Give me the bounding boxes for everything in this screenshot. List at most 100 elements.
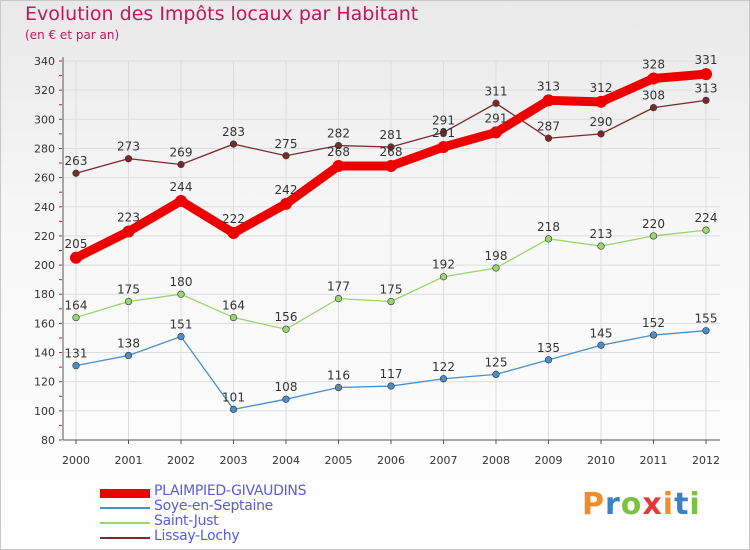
logo-letter: r — [605, 487, 621, 522]
data-label-saint-just: 164 — [65, 299, 88, 313]
legend-swatch — [100, 536, 150, 539]
x-tick-label: 2012 — [692, 454, 720, 467]
data-point-plaimpied-givaudins — [280, 197, 292, 210]
data-label-plaimpied-givaudins: 244 — [170, 180, 193, 194]
data-label-soye-en-septaine: 122 — [432, 360, 455, 374]
y-tick-label: 180 — [34, 288, 55, 301]
logo-letter: t — [674, 487, 690, 522]
data-label-saint-just: 175 — [117, 283, 140, 297]
y-tick-label: 340 — [34, 55, 55, 68]
data-label-plaimpied-givaudins: 328 — [642, 57, 665, 71]
data-point-lissay-lochy — [492, 99, 500, 107]
data-point-lissay-lochy — [282, 152, 290, 160]
data-label-soye-en-septaine: 155 — [695, 312, 718, 326]
data-point-soye-en-septaine — [229, 405, 238, 413]
data-point-lissay-lochy — [229, 140, 238, 148]
x-tick-label: 2000 — [62, 454, 90, 467]
data-label-saint-just: 220 — [642, 217, 665, 231]
chart-subtitle: (en € et par an) — [25, 28, 120, 42]
data-label-saint-just: 192 — [432, 258, 455, 272]
data-point-lissay-lochy — [649, 104, 658, 112]
data-point-plaimpied-givaudins — [542, 94, 555, 107]
data-point-soye-en-septaine — [597, 341, 605, 349]
x-tick-label: 2002 — [167, 454, 195, 467]
data-label-saint-just: 224 — [695, 211, 718, 225]
logo-letter: i — [662, 487, 675, 522]
x-tick-label: 2005 — [325, 454, 353, 467]
data-label-plaimpied-givaudins: 222 — [222, 212, 245, 226]
x-tick-label: 2008 — [482, 454, 510, 467]
data-point-soye-en-septaine — [124, 351, 133, 360]
x-tick-label: 2010 — [587, 454, 615, 467]
y-tick-label: 140 — [34, 347, 55, 360]
data-point-lissay-lochy — [597, 130, 605, 138]
data-label-lissay-lochy: 290 — [590, 115, 613, 129]
data-label-saint-just: 180 — [170, 275, 193, 289]
logo-letter: x — [642, 487, 663, 522]
data-point-saint-just — [124, 297, 133, 306]
data-point-plaimpied-givaudins — [332, 159, 345, 172]
data-point-lissay-lochy — [334, 141, 343, 150]
data-label-soye-en-septaine: 135 — [537, 341, 560, 355]
y-tick-label: 160 — [34, 317, 55, 330]
data-point-soye-en-septaine — [334, 383, 343, 392]
data-point-plaimpied-givaudins — [490, 126, 502, 139]
data-point-soye-en-septaine — [702, 327, 710, 335]
x-tick-label: 2009 — [535, 454, 563, 467]
y-tick-label: 100 — [34, 405, 55, 418]
data-label-soye-en-septaine: 108 — [275, 380, 298, 394]
data-label-plaimpied-givaudins: 291 — [485, 111, 508, 125]
y-tick-label: 260 — [34, 172, 55, 185]
data-point-soye-en-septaine — [544, 356, 553, 364]
data-label-lissay-lochy: 291 — [432, 113, 455, 127]
legend-swatch — [100, 488, 150, 498]
data-point-lissay-lochy — [124, 155, 133, 163]
data-label-plaimpied-givaudins: 223 — [117, 211, 140, 225]
data-point-soye-en-septaine — [387, 382, 395, 390]
data-label-lissay-lochy: 313 — [695, 81, 718, 95]
legend-label: Soye-en-Septaine — [154, 498, 273, 514]
data-point-saint-just — [439, 273, 448, 281]
legend-label: Saint-Just — [154, 513, 219, 529]
x-tick-label: 2006 — [377, 454, 405, 467]
data-point-saint-just — [229, 313, 238, 322]
data-label-soye-en-septaine: 125 — [485, 355, 508, 369]
data-label-saint-just: 198 — [485, 249, 508, 263]
data-point-lissay-lochy — [177, 160, 185, 169]
data-point-lissay-lochy — [72, 169, 80, 177]
data-label-lissay-lochy: 273 — [117, 140, 140, 154]
chart-title: Evolution des Impôts locaux par Habitant — [25, 3, 419, 25]
data-label-soye-en-septaine: 101 — [222, 390, 245, 404]
data-point-soye-en-septaine — [282, 395, 290, 403]
data-point-soye-en-septaine — [492, 370, 500, 379]
legend-swatch — [100, 521, 150, 524]
data-label-saint-just: 218 — [537, 220, 560, 234]
data-label-saint-just: 177 — [327, 280, 350, 294]
data-label-soye-en-septaine: 116 — [327, 369, 350, 383]
data-point-soye-en-septaine — [649, 331, 658, 339]
logo-letter: i — [689, 487, 701, 522]
data-label-soye-en-septaine: 117 — [380, 367, 403, 381]
y-tick-label: 80 — [41, 434, 55, 447]
data-point-plaimpied-givaudins — [175, 194, 187, 207]
data-label-plaimpied-givaudins: 242 — [275, 183, 298, 197]
data-label-soye-en-septaine: 152 — [642, 316, 665, 330]
data-label-plaimpied-givaudins: 312 — [590, 81, 613, 95]
proxiti-logo: Proxiti — [582, 487, 701, 522]
data-point-saint-just — [649, 232, 658, 240]
data-point-lissay-lochy — [387, 143, 395, 151]
data-label-lissay-lochy: 281 — [380, 128, 403, 142]
data-label-soye-en-septaine: 151 — [170, 318, 193, 332]
data-label-saint-just: 156 — [275, 310, 298, 324]
x-tick-label: 2003 — [220, 454, 248, 467]
data-label-lissay-lochy: 308 — [642, 89, 665, 103]
data-point-plaimpied-givaudins — [700, 68, 712, 81]
legend-swatch — [100, 506, 150, 509]
x-tick-label: 2011 — [640, 454, 668, 467]
data-point-lissay-lochy — [544, 134, 553, 142]
data-point-saint-just — [282, 325, 290, 333]
data-label-plaimpied-givaudins: 281 — [432, 126, 455, 140]
data-point-saint-just — [177, 290, 185, 298]
x-tick-label: 2004 — [272, 454, 300, 467]
